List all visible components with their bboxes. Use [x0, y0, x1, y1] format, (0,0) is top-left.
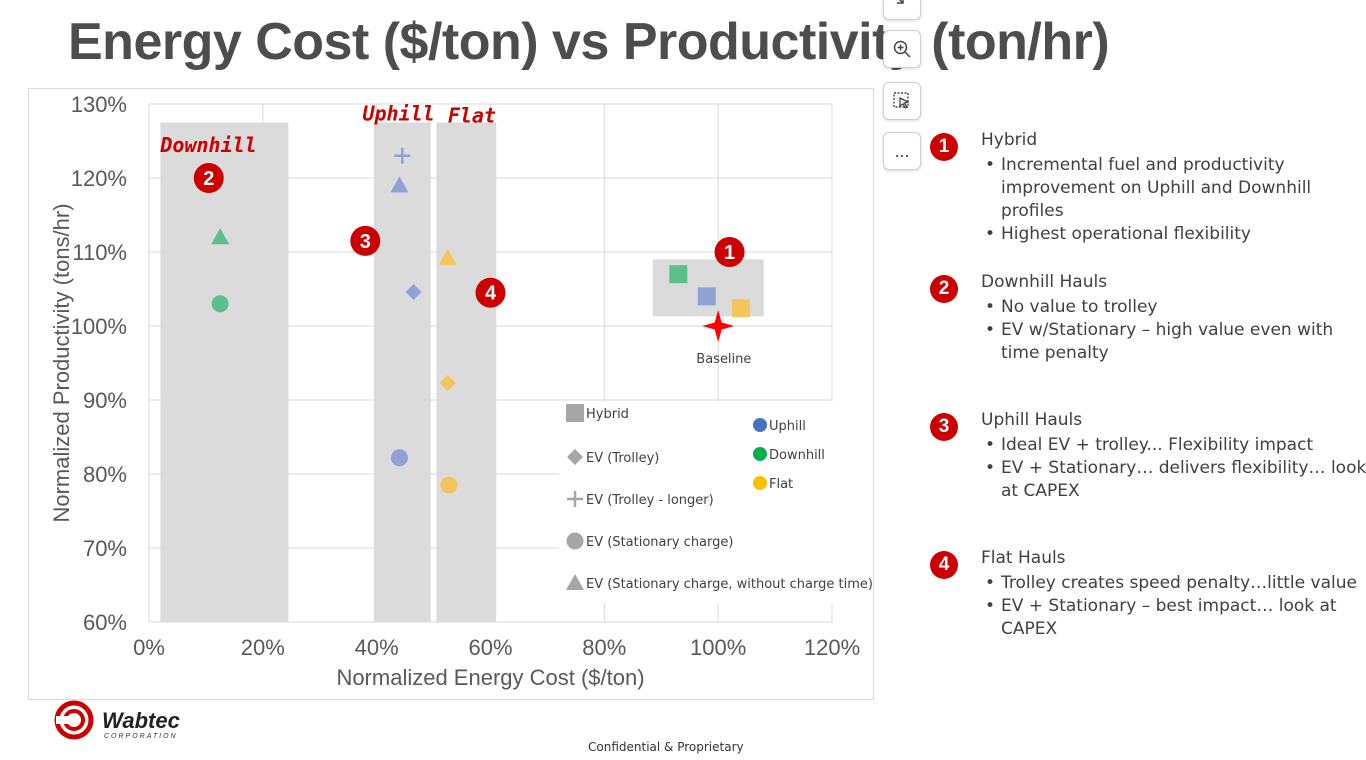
footer-confidential: Confidential & Proprietary	[588, 740, 744, 754]
note-bullet: EV + Stationary… delivers flexibility… l…	[985, 457, 1366, 503]
data-point-triangle	[211, 228, 230, 245]
x-axis-title: Normalized Energy Cost ($/ton)	[336, 665, 644, 690]
logo-mark-icon	[54, 700, 94, 740]
baseline-label: Baseline	[696, 352, 751, 367]
x-tick-label: 120%	[804, 635, 860, 660]
data-point-plus	[394, 147, 411, 164]
note-number-badge: 4	[930, 551, 958, 579]
legend-color-swatch	[753, 418, 767, 432]
shaded-region	[436, 122, 497, 622]
data-point-square	[669, 265, 688, 284]
x-tick-label: 100%	[690, 635, 746, 660]
x-tick-label: 40%	[355, 635, 399, 660]
legend-label: EV (Stationary charge, without charge ti…	[586, 577, 873, 592]
region-label: Flat	[448, 104, 496, 128]
y-axis-title: Normalized Productivity (tons/hr)	[49, 203, 74, 522]
data-point-diamond	[405, 283, 422, 300]
region-label: Uphill	[362, 101, 434, 125]
note-heading: Flat Hauls	[981, 548, 1066, 568]
chart-svg: 60% 70% 80% 90% 100% 110% 120% 130% 0% 20% 40% 60% 8…	[49, 92, 873, 690]
legend-symbol-plus	[567, 491, 583, 507]
data-point-circle	[211, 295, 229, 313]
data-point-triangle	[438, 248, 457, 265]
note-heading: Downhill Hauls	[981, 272, 1108, 292]
note-bullet: Highest operational flexibility	[985, 223, 1366, 246]
shaded-region	[160, 122, 289, 622]
number-badge	[475, 277, 506, 308]
number-badge-label: 1	[724, 242, 735, 264]
scatter-chart: 60% 70% 80% 90% 100% 110% 120% 130% 0% 20% 40% 60% 8…	[28, 88, 874, 700]
x-tick-label: 80%	[582, 635, 626, 660]
y-tick-label: 70%	[83, 536, 127, 561]
legend-symbol-square	[566, 404, 584, 422]
y-tick-label: 80%	[83, 462, 127, 487]
legend-symbol-diamond	[567, 449, 583, 465]
note-bullet: EV + Stationary – best impact… look at C…	[985, 595, 1366, 641]
number-badge-label: 3	[360, 231, 371, 253]
legend-label: Flat	[769, 477, 793, 492]
note-number-badge: 1	[930, 133, 958, 161]
x-tick-label: 60%	[468, 635, 512, 660]
note-bullet: EV w/Stationary – high value even with t…	[985, 319, 1366, 365]
zoom-in-icon[interactable]	[883, 30, 921, 68]
note-heading: Uphill Hauls	[981, 410, 1083, 430]
y-tick-label: 100%	[71, 314, 127, 339]
note-bullet: Trolley creates speed penalty…little val…	[985, 572, 1366, 595]
legend-symbol-triangle	[566, 574, 584, 590]
collapse-icon[interactable]	[883, 0, 921, 20]
x-tick-label: 0%	[133, 635, 165, 660]
x-tick-label: 20%	[241, 635, 285, 660]
data-point-circle	[440, 476, 458, 494]
y-tick-label: 130%	[71, 92, 127, 117]
logo-subtitle: CORPORATION	[104, 733, 178, 740]
data-point-star	[702, 310, 735, 342]
data-point-square	[731, 299, 750, 318]
region-label: Downhill	[159, 133, 256, 157]
number-badge	[193, 163, 224, 193]
legend-color-swatch	[753, 447, 767, 461]
legend-label: Hybrid	[586, 407, 629, 422]
note-bullet: No value to trolley	[985, 296, 1366, 319]
legend-label: EV (Trolley - longer)	[586, 493, 714, 508]
page-title: Energy Cost ($/ton) vs Productivity (ton…	[68, 13, 1110, 71]
note-number-badge: 2	[930, 275, 958, 303]
note-bullet: Incremental fuel and productivity improv…	[985, 154, 1366, 223]
smart-select-icon[interactable]	[883, 82, 921, 120]
data-point-circle	[390, 449, 408, 467]
y-tick-label: 90%	[83, 388, 127, 413]
data-point-square	[697, 287, 716, 306]
company-logo: Wabtec CORPORATION	[44, 700, 204, 746]
legend-label: Downhill	[769, 448, 825, 463]
number-badge-label: 4	[485, 283, 497, 305]
more-icon[interactable]: ...	[883, 132, 921, 170]
y-tick-label: 60%	[83, 610, 127, 635]
legend-color-swatch	[753, 476, 767, 490]
number-badge-label: 2	[203, 168, 214, 190]
legend-label: Uphill	[769, 419, 806, 434]
note-bullet: Ideal EV + trolley... Flexibility impact	[985, 434, 1366, 457]
legend-label: EV (Trolley)	[586, 451, 659, 466]
y-tick-label: 110%	[72, 240, 127, 265]
shaded-region	[373, 122, 431, 622]
number-badge	[350, 225, 381, 256]
y-tick-label: 120%	[71, 166, 127, 191]
note-number-badge: 3	[930, 413, 958, 441]
data-point-diamond	[439, 374, 456, 391]
legend-box	[559, 401, 871, 603]
logo-wordmark: Wabtec	[102, 708, 180, 733]
data-point-triangle	[390, 176, 409, 193]
note-heading: Hybrid	[981, 130, 1038, 150]
number-badge	[714, 237, 745, 267]
legend-symbol-circle	[566, 532, 584, 550]
legend-label: EV (Stationary charge)	[586, 535, 733, 550]
